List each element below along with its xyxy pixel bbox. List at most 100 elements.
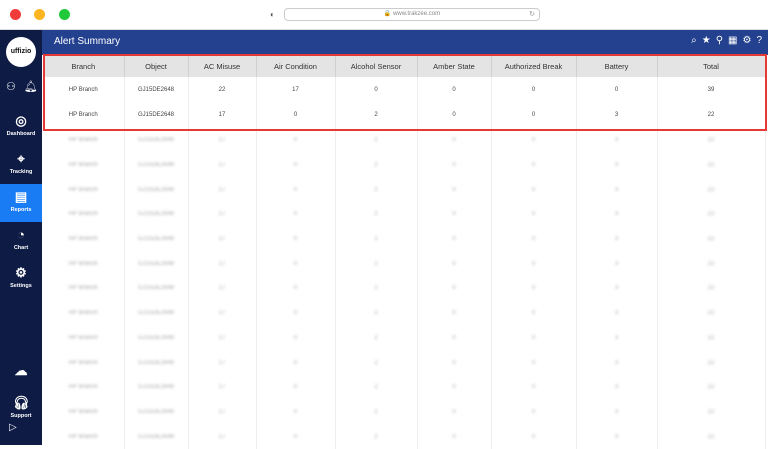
- table-cell: 17: [188, 226, 257, 252]
- table-cell: HP Branch: [43, 325, 125, 351]
- column-header[interactable]: Branch: [43, 55, 125, 77]
- bell-icon[interactable]: 🔔︎: [23, 81, 38, 93]
- column-header[interactable]: Battery: [576, 55, 658, 77]
- table-cell: 0: [256, 152, 336, 178]
- search-icon[interactable]: ⌕: [691, 35, 697, 46]
- table-cell: 0: [417, 374, 492, 400]
- user-icon[interactable]: ⚇: [6, 81, 16, 93]
- reload-icon[interactable]: ↻: [529, 11, 535, 18]
- sidebar-item-tracking[interactable]: ⌖ Tracking: [0, 146, 42, 184]
- table-cell: 3: [576, 350, 658, 375]
- table-cell: 17: [256, 77, 336, 103]
- table-row-blurred: HP Branch GJ15DE2648 17 0 2 0 0 3 22: [43, 276, 766, 301]
- table-cell: 17: [188, 300, 257, 326]
- gauge-icon: ◎: [15, 113, 27, 128]
- table-cell: 0: [491, 399, 577, 425]
- table-cell: GJ15DE2648: [124, 276, 189, 301]
- table-row-blurred: HP Branch GJ15DE2648 17 0 2 0 0 3 22: [43, 202, 766, 227]
- table-cell: 0: [417, 399, 492, 425]
- table-cell: 17: [188, 424, 257, 449]
- table-row-blurred: HP Branch GJ15DE2648 17 0 2 0 0 3 22: [43, 226, 766, 252]
- table-cell: GJ15DE2648: [124, 350, 189, 375]
- table-cell: 22: [657, 128, 766, 153]
- table-cell: 22: [657, 325, 766, 351]
- label: Support: [10, 413, 32, 419]
- table-cell: 0: [256, 300, 336, 326]
- cloud-download-icon: ☁: [14, 363, 28, 378]
- table-cell: HP Branch: [43, 152, 125, 178]
- table-cell: 0: [417, 251, 492, 277]
- table-cell: HP Branch: [43, 424, 125, 449]
- table-cell: 0: [491, 374, 577, 400]
- support-button[interactable]: 🎧︎ Support: [0, 390, 42, 428]
- table-cell: HP Branch: [43, 226, 125, 252]
- column-header[interactable]: Alcohol Sensor: [335, 55, 418, 77]
- table-cell: GJ15DE2648: [124, 77, 189, 103]
- table-row-blurred: HP Branch GJ15DE2648 17 0 2 0 0 3 22: [43, 350, 766, 375]
- help-icon[interactable]: ?: [756, 35, 762, 46]
- table-cell: 2: [335, 424, 418, 449]
- column-header[interactable]: Object: [124, 55, 189, 77]
- table-cell: 22: [657, 276, 766, 301]
- alert-summary-table: Branch Object AC Misuse Air Condition Alcoho…: [43, 55, 766, 449]
- table-cell: GJ15DE2648: [124, 325, 189, 351]
- table-cell: 22: [657, 300, 766, 326]
- label: Reports: [10, 207, 32, 213]
- column-header[interactable]: AC Misuse: [188, 55, 257, 77]
- table-cell: 17: [188, 251, 257, 277]
- table-cell: 2: [335, 399, 418, 425]
- column-header[interactable]: Amber State: [417, 55, 492, 77]
- table-row[interactable]: HP Branch GJ15DE2648 22 17 0 0 0 0 39: [43, 77, 766, 103]
- headset-icon: 🎧︎: [12, 395, 30, 410]
- sidebar-item-dashboard[interactable]: ◎ Dashboard: [0, 108, 42, 146]
- table-row[interactable]: HP Branch GJ15DE2648 17 0 2 0 0 3 22: [43, 102, 766, 128]
- table-cell: 0: [417, 202, 492, 227]
- column-header[interactable]: Air Condition: [256, 55, 336, 77]
- table-cell: 0: [417, 300, 492, 326]
- table-cell: HP Branch: [43, 102, 125, 128]
- table-cell: 0: [491, 102, 577, 128]
- table-cell: 0: [417, 276, 492, 301]
- table-cell: HP Branch: [43, 177, 125, 203]
- table-cell: 0: [417, 424, 492, 449]
- table-row-blurred: HP Branch GJ15DE2648 17 0 2 0 0 3 22: [43, 325, 766, 351]
- column-header[interactable]: Total: [657, 55, 766, 77]
- sidebar-item-reports[interactable]: ▤ Reports: [0, 184, 42, 222]
- address-bar[interactable]: 🔒 www.trakzee.com ↻: [284, 8, 540, 21]
- table-cell: 2: [335, 226, 418, 252]
- calendar-icon[interactable]: ▦: [728, 35, 738, 46]
- table-cell: 0: [417, 102, 492, 128]
- table-cell: GJ15DE2648: [124, 152, 189, 178]
- browser-chrome: ◐ 🔒 www.trakzee.com ↻: [0, 0, 768, 30]
- table-cell: 0: [491, 251, 577, 277]
- table-cell: 17: [188, 374, 257, 400]
- page-title: Alert Summary: [54, 36, 121, 47]
- table-cell: GJ15DE2648: [124, 226, 189, 252]
- table-cell: 2: [335, 128, 418, 153]
- table-cell: 3: [576, 374, 658, 400]
- table-row-blurred: HP Branch GJ15DE2648 17 0 2 0 0 3 22: [43, 128, 766, 153]
- table-cell: 0: [256, 226, 336, 252]
- minimize-window-button[interactable]: [34, 9, 45, 20]
- table-cell: 17: [188, 128, 257, 153]
- table-row-blurred: HP Branch GJ15DE2648 17 0 2 0 0 3 22: [43, 399, 766, 425]
- sidebar: uffizio ⚇ 🔔︎ ◎ Dashboard ⌖ Tracking ▤ Report…: [0, 30, 42, 445]
- maximize-window-button[interactable]: [59, 9, 70, 20]
- sidebar-item-settings[interactable]: ⚙ Settings: [0, 260, 42, 298]
- table-cell: 3: [576, 226, 658, 252]
- star-icon[interactable]: ★: [701, 35, 711, 46]
- filter-icon[interactable]: ⚲: [715, 35, 724, 46]
- sidebar-item-chart[interactable]: ◔ Chart: [0, 222, 42, 260]
- download-button[interactable]: ☁: [0, 358, 42, 396]
- table-cell: 0: [491, 226, 577, 252]
- table-cell: 0: [256, 276, 336, 301]
- close-window-button[interactable]: [10, 9, 21, 20]
- column-header[interactable]: Authorized Break: [491, 55, 577, 77]
- logo: uffizio: [6, 37, 36, 67]
- table-cell: 22: [188, 77, 257, 103]
- gear-icon[interactable]: ⚙: [742, 35, 752, 46]
- location-pin-icon: ⌖: [17, 151, 25, 166]
- table-cell: 22: [657, 399, 766, 425]
- play-store-icon[interactable]: ▷: [9, 422, 17, 433]
- table-cell: 0: [256, 128, 336, 153]
